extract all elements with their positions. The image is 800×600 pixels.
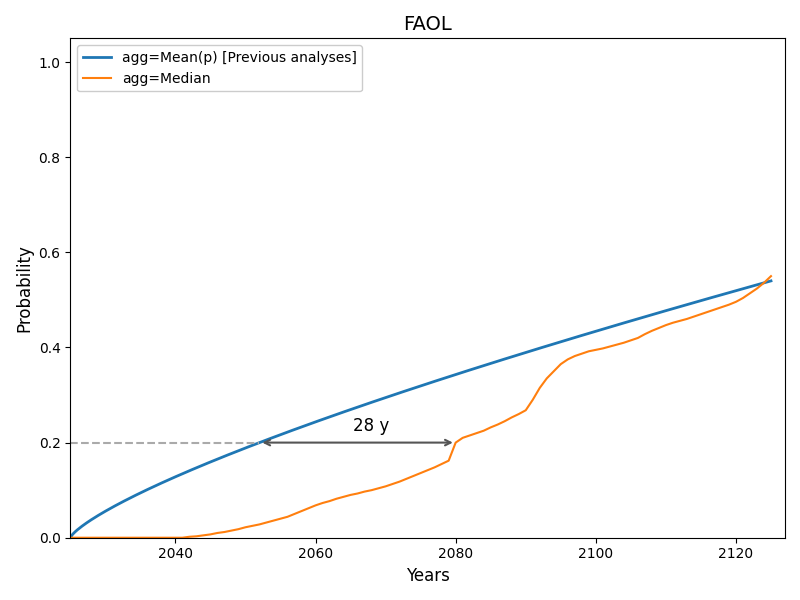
Legend: agg=Mean(p) [Previous analyses], agg=Median: agg=Mean(p) [Previous analyses], agg=Med… — [78, 45, 362, 91]
agg=Median — [226, 527, 236, 534]
agg=Median — [66, 534, 75, 541]
agg=Mean(p) [Previous analyses] — [68, 531, 78, 538]
agg=Median — [591, 346, 601, 353]
Line: agg=Mean(p) [Previous analyses]: agg=Mean(p) [Previous analyses] — [70, 281, 771, 538]
agg=Mean(p) [Previous analyses] — [482, 361, 492, 368]
agg=Median — [101, 534, 110, 541]
agg=Mean(p) [Previous analyses] — [494, 357, 504, 364]
agg=Median — [598, 345, 608, 352]
agg=Mean(p) [Previous analyses] — [766, 277, 776, 284]
Text: 28 y: 28 y — [354, 418, 390, 436]
agg=Mean(p) [Previous analyses] — [480, 362, 490, 369]
agg=Mean(p) [Previous analyses] — [66, 534, 75, 541]
agg=Median — [766, 272, 776, 280]
Line: agg=Median: agg=Median — [70, 276, 771, 538]
Y-axis label: Probability: Probability — [15, 244, 33, 332]
agg=Median — [556, 361, 566, 368]
X-axis label: Years: Years — [406, 567, 450, 585]
Title: FAOL: FAOL — [403, 15, 452, 34]
agg=Median — [570, 352, 579, 359]
agg=Mean(p) [Previous analyses] — [701, 296, 710, 303]
agg=Mean(p) [Previous analyses] — [656, 308, 666, 316]
